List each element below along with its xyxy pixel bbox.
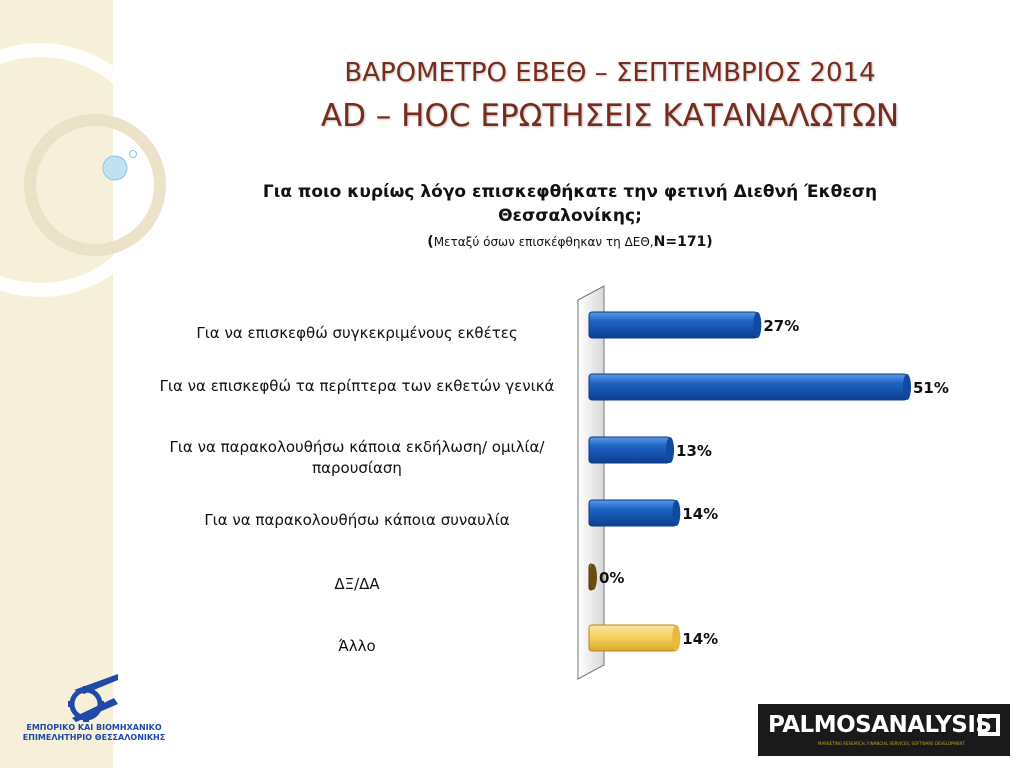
bar-2 — [588, 373, 908, 401]
category-label-1: Για να επισκεφθώ συγκεκριμένους εκθέτες — [196, 324, 518, 342]
bar-end-cap-5 — [589, 564, 597, 590]
bar-4 — [588, 499, 677, 527]
page-title-line1: ΒΑΡΟΜΕΤΡΟ ΕΒΕΘ – ΣΕΠΤΕΜΒΡΙΟΣ 2014 — [344, 58, 876, 88]
palmos-logo-square-icon — [978, 714, 1000, 736]
category-label-3: Για να παρακολουθήσω κάποια εκδήλωση/ ομ… — [169, 438, 545, 477]
category-label-6: Άλλο — [338, 637, 376, 655]
subtitle-open: ( — [427, 234, 434, 250]
ebeth-logo-line1: ΕΜΠΟΡΙΚΟ ΚΑΙ ΒΙΟΜΗΧΑΝΙΚΟ — [26, 723, 162, 732]
chart-axis-wall — [577, 285, 605, 680]
bar-6 — [588, 624, 677, 652]
bar-end-cap-3 — [666, 437, 675, 463]
bar-end-cap-1 — [753, 312, 762, 338]
value-label-3: 13% — [676, 442, 712, 460]
decorative-circles — [0, 43, 167, 297]
bar-end-cap-2 — [903, 374, 911, 400]
subtitle-n: N=171) — [653, 234, 713, 250]
value-label-5: 0% — [599, 569, 624, 587]
value-label-1: 27% — [763, 317, 799, 335]
bar-end-cap-6 — [672, 625, 681, 651]
palmos-analysis-logo: PALMOSANALYSIS MARKETING RESEARCH, FINAN… — [758, 704, 1010, 756]
ebeth-emblem-icon — [68, 674, 118, 722]
palmos-logo-name: PALMOSANALYSIS — [768, 712, 992, 738]
question-subtitle: (Μεταξύ όσων επισκέφθηκαν τη ΔΕΘ,N=171) — [240, 234, 900, 250]
category-label-2: Για να επισκεφθώ τα περίπτερα των εκθετώ… — [159, 377, 555, 395]
bar-3 — [588, 436, 671, 464]
ebeth-logo: ΕΜΠΟΡΙΚΟ ΚΑΙ ΒΙΟΜΗΧΑΝΙΚΟ ΕΠΙΜΕΛΗΤΗΡΙΟ ΘΕ… — [14, 668, 174, 748]
subtitle-base: Μεταξύ όσων επισκέφθηκαν τη ΔΕΘ, — [433, 235, 654, 249]
category-label-4: Για να παρακολουθήσω κάποια συναυλία — [204, 511, 510, 529]
value-label-2: 51% — [913, 379, 949, 397]
value-label-6: 14% — [682, 630, 718, 648]
ebeth-logo-line2: ΕΠΙΜΕΛΗΤΗΡΙΟ ΘΕΣΣΑΛΟΝΙΚΗΣ — [22, 733, 166, 742]
bar-end-cap-4 — [672, 500, 681, 526]
bar-1 — [588, 311, 758, 339]
value-label-4: 14% — [682, 505, 718, 523]
category-label-5: ΔΞ/ΔΑ — [334, 575, 380, 593]
palmos-logo-tagline: MARKETING RESEARCH, FINANCIAL SERVICES, … — [818, 741, 965, 746]
page-title-line2: AD – HOC ΕΡΩΤΗΣΕΙΣ ΚΑΤΑΝΑΛΩΤΩΝ — [320, 98, 900, 134]
question-text: Για ποιο κυρίως λόγο επισκεφθήκατε την φ… — [262, 182, 878, 226]
